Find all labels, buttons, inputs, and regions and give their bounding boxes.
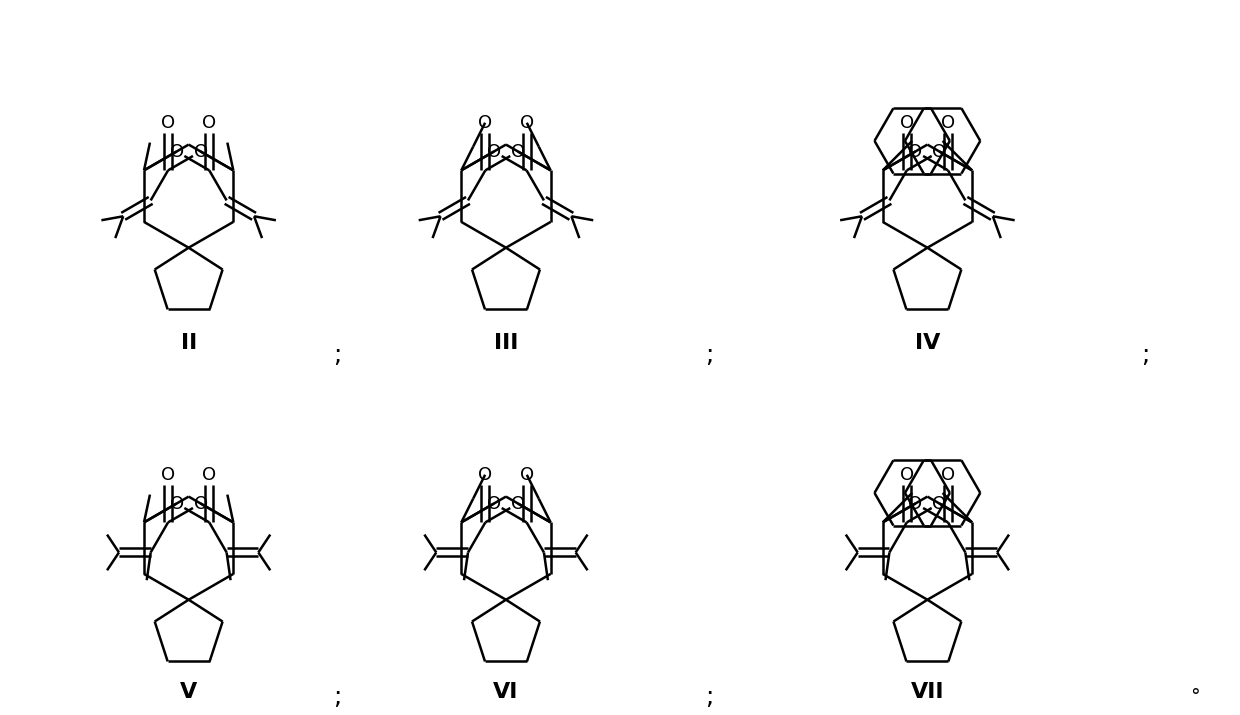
Text: O: O	[511, 142, 525, 161]
Text: O: O	[520, 114, 533, 132]
Text: O: O	[170, 142, 184, 161]
Text: III: III	[494, 333, 518, 353]
Text: O: O	[520, 465, 533, 484]
Text: II: II	[181, 333, 197, 353]
Text: O: O	[193, 495, 208, 513]
Text: IV: IV	[915, 333, 940, 353]
Text: O: O	[932, 495, 946, 513]
Text: O: O	[202, 465, 216, 484]
Text: O: O	[900, 114, 914, 132]
Text: ;: ;	[1141, 342, 1149, 367]
Text: °: °	[1190, 687, 1200, 706]
Text: ;: ;	[334, 685, 341, 709]
Text: O: O	[479, 465, 492, 484]
Text: O: O	[193, 142, 208, 161]
Text: O: O	[202, 114, 216, 132]
Text: VII: VII	[910, 682, 944, 702]
Text: O: O	[511, 495, 525, 513]
Text: O: O	[161, 465, 175, 484]
Text: V: V	[180, 682, 197, 702]
Text: O: O	[900, 465, 914, 484]
Text: O: O	[479, 114, 492, 132]
Text: O: O	[487, 495, 501, 513]
Text: O: O	[941, 114, 955, 132]
Text: O: O	[941, 465, 955, 484]
Text: ;: ;	[706, 685, 713, 709]
Text: O: O	[909, 495, 923, 513]
Text: O: O	[932, 142, 946, 161]
Text: O: O	[161, 114, 175, 132]
Text: O: O	[170, 495, 184, 513]
Text: ;: ;	[334, 342, 341, 367]
Text: O: O	[487, 142, 501, 161]
Text: VI: VI	[494, 682, 518, 702]
Text: ;: ;	[706, 342, 713, 367]
Text: O: O	[909, 142, 923, 161]
